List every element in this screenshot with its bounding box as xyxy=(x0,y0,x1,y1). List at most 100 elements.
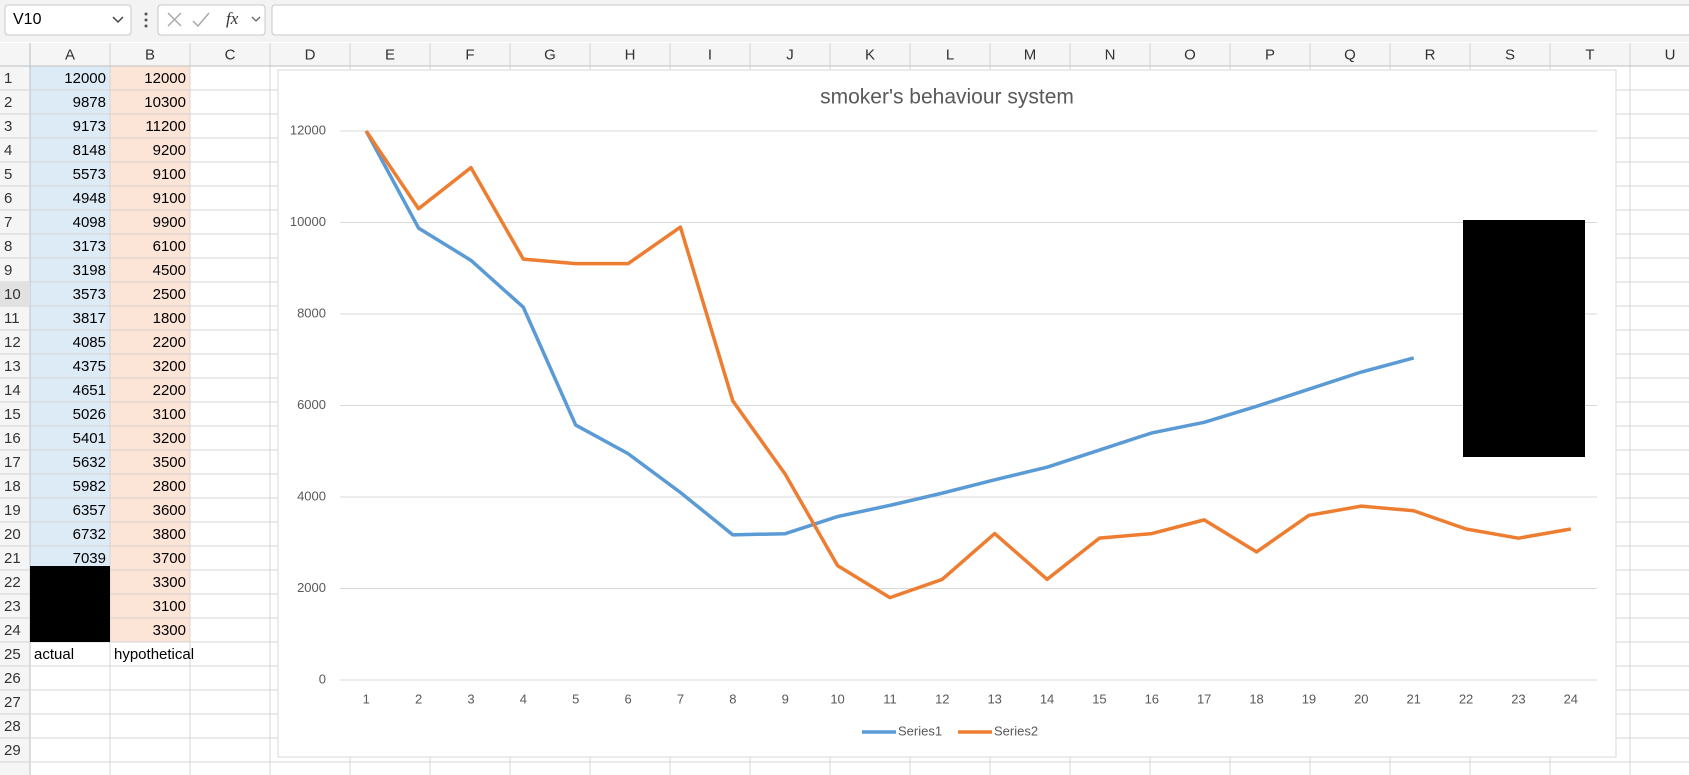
name-box-dropdown[interactable] xyxy=(112,16,124,24)
row-header: 11 xyxy=(4,310,20,327)
cell-fill xyxy=(30,210,110,234)
row-header: 17 xyxy=(4,454,21,471)
cell-fill xyxy=(110,354,190,378)
fx-dropdown[interactable] xyxy=(251,16,261,22)
column-header: J xyxy=(786,46,794,63)
cell: 1800 xyxy=(153,310,186,327)
column-header-bg xyxy=(0,43,1689,66)
cell-fill xyxy=(30,426,110,450)
name-box[interactable] xyxy=(4,4,132,36)
cell: 3198 xyxy=(73,262,106,279)
x-tick-label: 23 xyxy=(1511,691,1525,706)
row-header: 16 xyxy=(4,430,21,447)
row-header: 4 xyxy=(4,142,12,159)
x-tick-label: 3 xyxy=(467,691,474,706)
cell: 6357 xyxy=(73,502,106,519)
column-header: S xyxy=(1505,46,1515,63)
row-header: 6 xyxy=(4,190,12,207)
y-tick-label: 2000 xyxy=(297,580,326,595)
x-tick-label: 14 xyxy=(1040,691,1054,706)
cell-fill xyxy=(110,186,190,210)
row-header: 27 xyxy=(4,694,21,711)
cell: 5573 xyxy=(73,166,106,183)
row-header: 29 xyxy=(4,742,21,759)
cell: 9100 xyxy=(153,190,186,207)
formula-input[interactable] xyxy=(271,4,1689,36)
cell: 3200 xyxy=(153,430,186,447)
y-tick-label: 10000 xyxy=(290,214,326,229)
chart-area xyxy=(277,69,1617,758)
cell-fill xyxy=(30,522,110,546)
cell-fill xyxy=(110,498,190,522)
cell-fill xyxy=(30,474,110,498)
x-tick-label: 7 xyxy=(677,691,684,706)
x-tick-label: 5 xyxy=(572,691,579,706)
x-tick-label: 22 xyxy=(1459,691,1473,706)
row-header: 1 xyxy=(4,70,12,87)
cell: 8148 xyxy=(73,142,106,159)
cell-fill xyxy=(30,66,110,90)
cell: 3600 xyxy=(153,502,186,519)
cell: 5982 xyxy=(73,478,106,495)
column-header: E xyxy=(385,46,395,63)
row-header: 5 xyxy=(4,166,12,183)
row-header: 19 xyxy=(4,502,21,519)
cell: 5401 xyxy=(73,430,106,447)
series-line xyxy=(364,130,1415,537)
cell-fill xyxy=(110,282,190,306)
cell: 2200 xyxy=(153,334,186,351)
x-tick-label: 21 xyxy=(1406,691,1420,706)
cell-fill xyxy=(110,234,190,258)
cell: 3700 xyxy=(153,550,186,567)
cell: 4500 xyxy=(153,262,186,279)
cell: 2800 xyxy=(153,478,186,495)
cell-fill xyxy=(110,90,190,114)
column-header: O xyxy=(1184,46,1196,63)
x-tick-label: 11 xyxy=(883,691,897,706)
cancel-icon[interactable] xyxy=(167,12,182,27)
cell: 2500 xyxy=(153,286,186,303)
cell-fill xyxy=(30,306,110,330)
y-tick-label: 0 xyxy=(319,671,326,686)
cell: 9878 xyxy=(73,94,106,111)
column-header: M xyxy=(1024,46,1037,63)
cell: 2200 xyxy=(153,382,186,399)
cell: 9900 xyxy=(153,214,186,231)
more-icon[interactable] xyxy=(144,12,148,28)
cell: hypothetical xyxy=(114,646,194,663)
row-header-selected xyxy=(0,282,30,306)
column-header: U xyxy=(1665,46,1676,63)
redaction xyxy=(30,566,110,642)
enter-icon[interactable] xyxy=(192,12,210,28)
cell: 4375 xyxy=(73,358,106,375)
column-header: A xyxy=(65,46,75,63)
row-header: 13 xyxy=(4,358,21,375)
cell-fill xyxy=(30,234,110,258)
cell: 6100 xyxy=(153,238,186,255)
cell: 12000 xyxy=(64,70,106,87)
x-tick-label: 2 xyxy=(415,691,422,706)
cell: 3173 xyxy=(73,238,106,255)
cell: 3817 xyxy=(73,310,106,327)
x-tick-label: 19 xyxy=(1302,691,1316,706)
cell-fill xyxy=(110,474,190,498)
x-tick-label: 13 xyxy=(987,691,1001,706)
row-header: 10 xyxy=(4,286,21,303)
cell-fill xyxy=(110,210,190,234)
name-box-text: V10 xyxy=(13,11,42,28)
x-tick-label: 17 xyxy=(1197,691,1211,706)
cell: 5632 xyxy=(73,454,106,471)
fx-icon[interactable]: fx xyxy=(226,9,239,28)
cell-fill xyxy=(30,450,110,474)
cell-fill xyxy=(110,330,190,354)
column-header: G xyxy=(544,46,556,63)
cell: 3200 xyxy=(153,358,186,375)
cell-fill xyxy=(30,330,110,354)
cell: 6732 xyxy=(73,526,106,543)
row-header: 26 xyxy=(4,670,21,687)
x-tick-label: 24 xyxy=(1564,691,1578,706)
cell-fill xyxy=(30,354,110,378)
row-header: 2 xyxy=(4,94,12,111)
row-header: 15 xyxy=(4,406,21,423)
